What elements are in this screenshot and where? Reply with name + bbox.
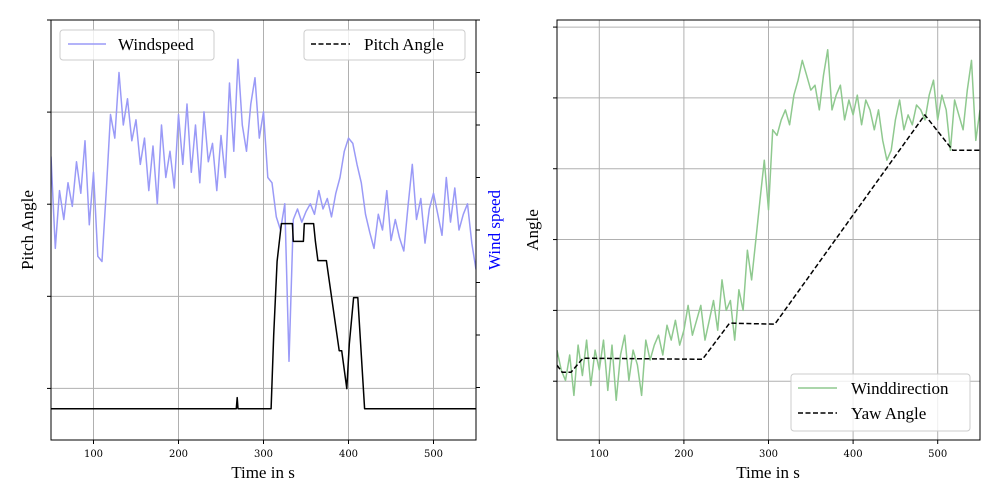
left-x-axis-label: Time in s [231,463,295,482]
legend-label-winddirection: Winddirection [851,379,949,398]
right-x-axis-label: Time in s [736,463,800,482]
legend-label-pitch-angle: Pitch Angle [364,35,444,54]
x-tick-label: 100 [84,449,103,460]
x-tick-label: 100 [590,449,609,460]
legend-right-plot: Winddirection Yaw Angle [790,373,971,432]
x-tick-label: 400 [339,449,358,460]
left-y-axis-label: Pitch Angle [18,190,37,270]
series-yaw-angle [557,114,980,373]
winddirection-yaw-plot: 100 200 300 400 500 [553,19,981,460]
axes-frame [50,19,477,441]
pitch-windspeed-plot: 100 200 300 400 500 [47,19,480,460]
series-winddirection [557,48,980,402]
legend-label-yaw-angle: Yaw Angle [851,404,926,423]
legend-pitch-angle: Pitch Angle [303,29,466,61]
x-tick-label: 500 [424,449,443,460]
right-plot-y-axis-label: Angle [523,209,542,251]
legend-label-windspeed: Windspeed [118,35,194,54]
series-pitch-angle [51,222,476,410]
x-tick-label: 400 [844,449,863,460]
axes-frame [556,19,981,441]
right-y-axis-label-windspeed: Wind speed [485,189,504,270]
x-tick-label: 200 [674,449,693,460]
x-tick-label: 500 [928,449,947,460]
series-windspeed [51,58,476,363]
legend-windspeed: Windspeed [59,29,215,61]
x-tick-label: 300 [759,449,778,460]
x-tick-label: 200 [169,449,188,460]
x-tick-label: 300 [254,449,273,460]
